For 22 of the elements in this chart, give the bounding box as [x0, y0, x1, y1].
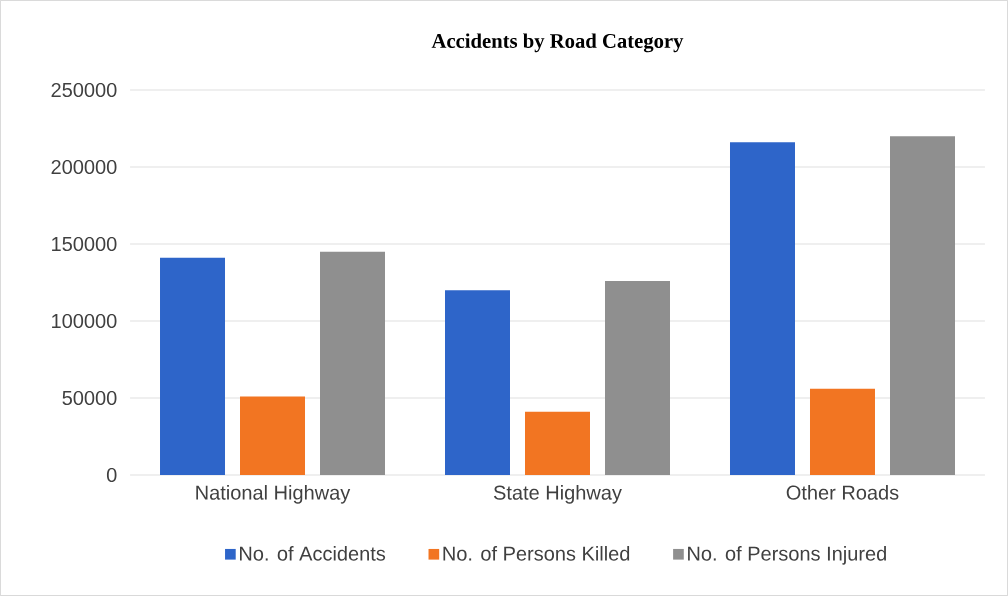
bar: [160, 257, 226, 475]
bar: [525, 411, 590, 475]
x-tick-label: Other Roads: [786, 485, 899, 500]
y-tick-label: 250000: [51, 82, 117, 98]
x-tick-label: National Highway: [196, 485, 351, 504]
chart-title: Accidents by Road Category: [431, 33, 684, 53]
bar: [605, 280, 670, 475]
bar: [240, 396, 306, 475]
bar: [890, 136, 955, 475]
legend-label: No. of Accidents: [240, 546, 386, 561]
legend-label: No. of Persons Injured: [688, 546, 886, 565]
y-tick-label: 0: [106, 467, 117, 483]
bar: [810, 388, 875, 475]
bar: [445, 290, 510, 475]
y-tick-label: 200000: [51, 159, 117, 175]
x-tick-label: State Highway: [493, 485, 622, 504]
y-tick-label: 100000: [52, 313, 117, 329]
bar: [730, 142, 795, 475]
bar: [320, 251, 386, 475]
legend-label: No. of Persons Killed: [443, 546, 630, 561]
y-tick-label: 150000: [52, 236, 117, 252]
y-tick-label: 50000: [62, 390, 117, 406]
